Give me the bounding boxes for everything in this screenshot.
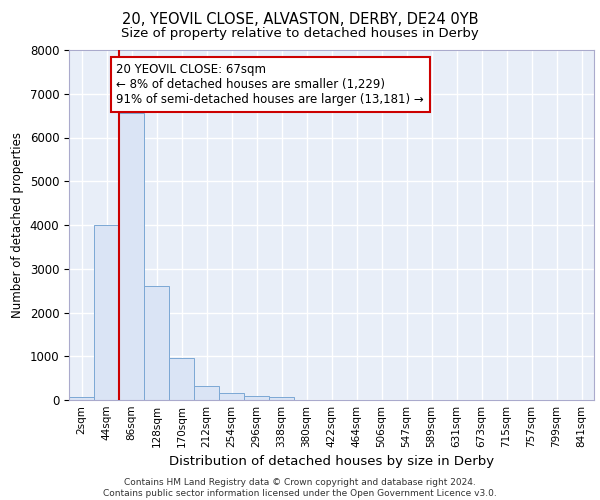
Bar: [169, 358, 194, 400]
Text: 20, YEOVIL CLOSE, ALVASTON, DERBY, DE24 0YB: 20, YEOVIL CLOSE, ALVASTON, DERBY, DE24 …: [122, 12, 478, 28]
Bar: [194, 386, 219, 400]
Text: Contains HM Land Registry data © Crown copyright and database right 2024.
Contai: Contains HM Land Registry data © Crown c…: [103, 478, 497, 498]
Bar: [244, 396, 269, 400]
Bar: [219, 394, 244, 400]
Bar: [69, 396, 94, 400]
Bar: [269, 398, 294, 400]
Bar: [144, 286, 169, 400]
Text: Size of property relative to detached houses in Derby: Size of property relative to detached ho…: [121, 28, 479, 40]
Y-axis label: Number of detached properties: Number of detached properties: [11, 132, 24, 318]
Bar: [94, 225, 119, 400]
Bar: [119, 114, 144, 400]
X-axis label: Distribution of detached houses by size in Derby: Distribution of detached houses by size …: [169, 456, 494, 468]
Text: 20 YEOVIL CLOSE: 67sqm
← 8% of detached houses are smaller (1,229)
91% of semi-d: 20 YEOVIL CLOSE: 67sqm ← 8% of detached …: [116, 63, 424, 106]
